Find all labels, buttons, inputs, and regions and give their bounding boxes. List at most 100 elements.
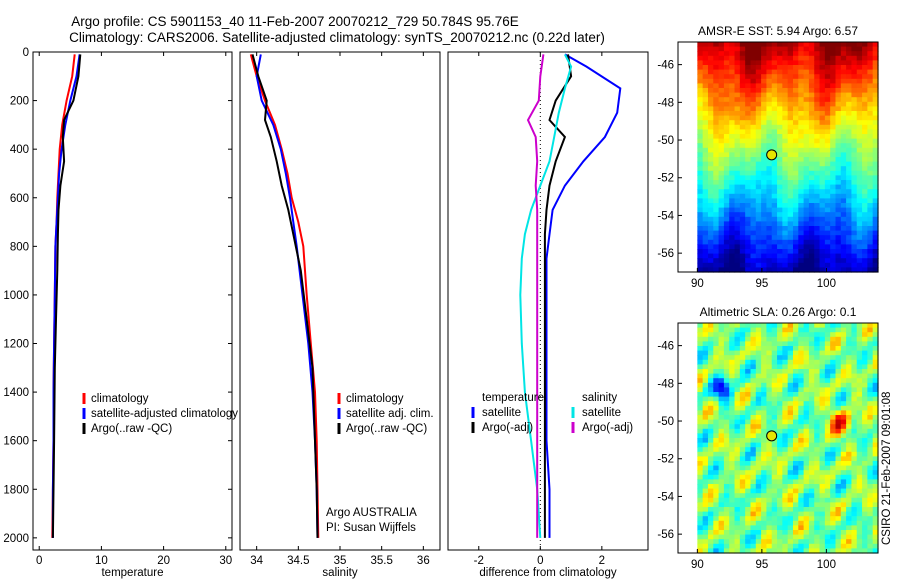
map-cell [697, 83, 704, 89]
map-cell [729, 221, 736, 227]
map-cell [856, 97, 863, 103]
map-cell [862, 378, 868, 384]
map-cell [803, 396, 810, 402]
map-cell [792, 143, 799, 149]
map-cell [840, 332, 847, 338]
map-cell [718, 166, 725, 172]
map-cell [798, 221, 805, 227]
map-cell [755, 534, 762, 540]
map-cell [723, 83, 730, 89]
map-cell [723, 341, 730, 347]
map-cell [846, 327, 853, 333]
map-cell [713, 235, 720, 241]
footer-stamp: CSIRO 21-Feb-2007 09:01:08 [881, 392, 893, 545]
map-cell [723, 74, 730, 80]
map-cell [862, 65, 868, 71]
map-cell [856, 65, 863, 71]
map-cell [798, 465, 805, 471]
map-cell [856, 216, 863, 222]
map-cell [755, 46, 762, 52]
map-cell [830, 161, 837, 167]
map-cell [792, 124, 799, 130]
map-cell [761, 235, 768, 241]
map-cell [862, 451, 868, 457]
map-cell [840, 364, 847, 370]
map-cell [723, 369, 730, 375]
map-cell [824, 502, 831, 508]
map-cell [814, 51, 821, 57]
map-cell [862, 428, 868, 434]
map-cell [739, 520, 746, 526]
map-cell [782, 147, 789, 153]
map-cell [723, 378, 730, 384]
map-cell [697, 230, 704, 236]
map-cell [851, 484, 858, 490]
map-cell [846, 92, 853, 98]
map-cell [851, 341, 858, 347]
map-cell [862, 83, 868, 89]
map-cell [718, 410, 725, 416]
map-cell [766, 198, 773, 204]
map-cell [792, 364, 799, 370]
map-cell [697, 244, 704, 250]
map-cell [840, 405, 847, 411]
map-cell [814, 415, 821, 421]
map-cell [808, 424, 815, 430]
map-cell [702, 216, 709, 222]
map-cell [787, 198, 794, 204]
map-cell [835, 355, 842, 361]
map-cell [702, 175, 709, 181]
map-cell [761, 382, 768, 388]
map-cell [713, 355, 720, 361]
map-cell [745, 502, 752, 508]
map-cell [830, 373, 837, 379]
map-cell [787, 396, 794, 402]
map-cell [771, 323, 778, 329]
map-cell [739, 456, 746, 462]
map-cell [840, 152, 847, 158]
map-cell [755, 465, 762, 471]
map-cell [798, 520, 805, 526]
map-cell [835, 120, 842, 126]
map-cell [718, 392, 725, 398]
map-cell [707, 207, 714, 213]
map-cell [766, 221, 773, 227]
map-cell [824, 451, 831, 457]
map-cell [787, 525, 794, 531]
map-cell [745, 258, 752, 264]
map-cell [851, 392, 858, 398]
map-cell [803, 327, 810, 333]
map-cell [792, 424, 799, 430]
map-cell [862, 415, 868, 421]
map-cell [803, 212, 810, 218]
y-tick-label: -50 [657, 416, 674, 428]
map-cell [830, 101, 837, 107]
map-cell [803, 239, 810, 245]
legend-label: Argo(..raw -QC) [346, 423, 427, 435]
map-cell [830, 327, 837, 333]
map-cell [750, 323, 757, 329]
map-cell [782, 502, 789, 508]
map-cell [771, 493, 778, 499]
map-cell [755, 359, 762, 365]
map-cell [819, 147, 826, 153]
map-cell [761, 124, 768, 130]
map-cell [761, 147, 768, 153]
map-cell [851, 327, 858, 333]
map-cell [851, 157, 858, 163]
map-cell [707, 42, 714, 48]
map-cell [718, 83, 725, 89]
map-cell [750, 438, 757, 444]
map-cell [771, 97, 778, 103]
map-cell [782, 323, 789, 329]
map-cell [824, 203, 831, 209]
map-cell [819, 461, 826, 467]
map-cell [846, 359, 853, 365]
map-cell [798, 244, 805, 250]
map-cell [771, 461, 778, 467]
map-cell [803, 157, 810, 163]
map-cell [718, 465, 725, 471]
map-cell [808, 502, 815, 508]
map-cell [771, 511, 778, 517]
map-cell [718, 230, 725, 236]
